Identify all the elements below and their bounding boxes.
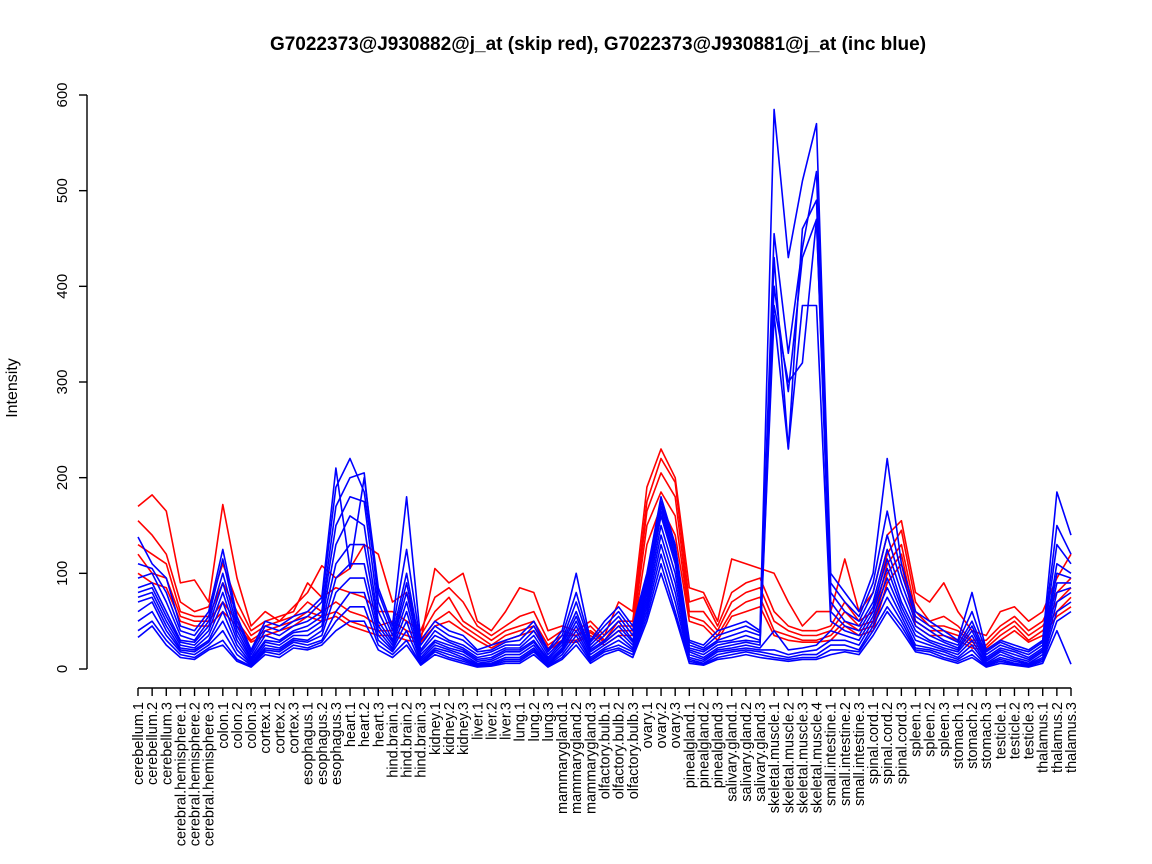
x-tick-label: hind.brain.3 bbox=[414, 702, 430, 778]
x-tick-label: testicle.3 bbox=[1022, 702, 1038, 759]
x-tick-label: pinealgland.2 bbox=[696, 702, 712, 788]
x-tick-label: pinealgland.1 bbox=[682, 702, 698, 788]
inc-series-line-9 bbox=[137, 218, 1072, 661]
skip-series-line-4 bbox=[137, 505, 1072, 651]
x-tick-label: cerebral.hemisphere.1 bbox=[173, 702, 189, 846]
y-tick-label: 400 bbox=[54, 274, 71, 299]
plot-lines bbox=[137, 108, 1072, 668]
y-tick-label: 200 bbox=[54, 465, 71, 490]
x-tick-label: small.intestine.1 bbox=[824, 702, 840, 806]
x-tick-label: skeletal.muscle.4 bbox=[810, 702, 826, 813]
x-tick-label: lung.3 bbox=[541, 702, 557, 742]
inc-series-line-7 bbox=[137, 199, 1072, 656]
skip-series-line-0 bbox=[137, 448, 1072, 642]
x-tick-label: thalamus.2 bbox=[1050, 702, 1066, 773]
x-tick-label: testicle.1 bbox=[993, 702, 1009, 759]
inc-series-line-15 bbox=[137, 572, 1072, 668]
x-tick-label: small.intestine.2 bbox=[838, 702, 854, 806]
x-tick-label: esophagus.2 bbox=[315, 702, 331, 785]
y-axis: 0 100 200 300 400 500 600 bbox=[54, 82, 88, 673]
x-tick-label: ovary.1 bbox=[640, 702, 656, 748]
inc-series-line-11 bbox=[137, 534, 1072, 665]
x-tick-label: olfactory.bulb.3 bbox=[626, 702, 642, 799]
x-tick-label: testicle.2 bbox=[1007, 702, 1023, 759]
x-tick-label: cortex.1 bbox=[258, 702, 274, 754]
x-tick-label: cerebellum.3 bbox=[159, 702, 175, 785]
x-tick-label: spinal.cord.1 bbox=[866, 702, 882, 784]
x-tick-label: spleen.2 bbox=[923, 702, 939, 757]
x-tick-label: mammarygland.3 bbox=[583, 702, 599, 814]
inc-series-line-14 bbox=[137, 562, 1072, 667]
x-tick-label: heart.3 bbox=[371, 702, 387, 747]
x-tick-label: stomach.3 bbox=[979, 702, 995, 769]
x-tick-label: stomach.2 bbox=[965, 702, 981, 769]
x-tick-label: mammarygland.2 bbox=[569, 702, 585, 814]
x-tick-label: liver.2 bbox=[484, 702, 500, 740]
x-tick-label: spinal.cord.2 bbox=[880, 702, 896, 784]
x-tick-label: cerebral.hemisphere.3 bbox=[202, 702, 218, 846]
y-tick-label: 600 bbox=[54, 82, 71, 107]
x-tick-label: ovary.2 bbox=[654, 702, 670, 748]
x-tick-label: colon.1 bbox=[216, 702, 232, 749]
x-tick-label: ovary.3 bbox=[668, 702, 684, 748]
x-tick-label: thalamus.3 bbox=[1064, 702, 1080, 773]
x-tick-label: skeletal.muscle.2 bbox=[781, 702, 797, 813]
x-tick-label: colon.2 bbox=[230, 702, 246, 749]
x-tick-label: heart.2 bbox=[357, 702, 373, 747]
x-tick-label: esophagus.3 bbox=[329, 702, 345, 785]
x-tick-label: pinealgland.3 bbox=[711, 702, 727, 788]
x-tick-label: liver.1 bbox=[470, 702, 486, 740]
inc-series-line-12 bbox=[137, 543, 1072, 666]
x-tick-label: spinal.cord.3 bbox=[894, 702, 910, 784]
x-tick-label: kidney.2 bbox=[442, 702, 458, 755]
inc-series-line-5 bbox=[137, 108, 1072, 651]
x-tick-label: spleen.3 bbox=[937, 702, 953, 757]
inc-series-line-6 bbox=[137, 170, 1072, 653]
x-tick-label: stomach.1 bbox=[951, 702, 967, 769]
x-tick-label: kidney.3 bbox=[456, 702, 472, 755]
x-tick-label: olfactory.bulb.1 bbox=[598, 702, 614, 799]
x-tick-label: small.intestine.3 bbox=[852, 702, 868, 806]
x-tick-label: spleen.1 bbox=[909, 702, 925, 757]
x-tick-label: colon.3 bbox=[244, 702, 260, 749]
y-axis-label: Intensity bbox=[4, 358, 21, 418]
x-tick-label: lung.2 bbox=[527, 702, 543, 742]
x-tick-label: hind.brain.2 bbox=[400, 702, 416, 778]
x-tick-label: kidney.1 bbox=[428, 702, 444, 755]
x-tick-label: thalamus.1 bbox=[1036, 702, 1052, 773]
x-tick-label: esophagus.1 bbox=[301, 702, 317, 785]
x-tick-label: skeletal.muscle.1 bbox=[767, 702, 783, 813]
chart-title: G7022373@J930882@j_at (skip red), G70223… bbox=[270, 34, 926, 55]
x-tick-label: lung.1 bbox=[513, 702, 529, 742]
x-tick-label: hind.brain.1 bbox=[385, 702, 401, 778]
x-tick-label: olfactory.bulb.2 bbox=[612, 702, 628, 799]
x-tick-label: liver.3 bbox=[499, 702, 515, 740]
inc-series-line-13 bbox=[137, 553, 1072, 667]
y-tick-label: 100 bbox=[54, 561, 71, 586]
x-tick-label: salivary.gland.1 bbox=[725, 702, 741, 802]
y-tick-label: 500 bbox=[54, 178, 71, 203]
inc-series-line-10 bbox=[137, 304, 1071, 663]
x-tick-label: heart.1 bbox=[343, 702, 359, 747]
y-tick-label: 300 bbox=[54, 369, 71, 394]
x-tick-label: mammarygland.1 bbox=[555, 702, 571, 814]
x-tick-label: cortex.3 bbox=[287, 702, 303, 754]
y-tick-label: 0 bbox=[54, 665, 71, 673]
x-tick-label: cerebral.hemisphere.2 bbox=[188, 702, 204, 846]
x-tick-label: salivary.gland.3 bbox=[753, 702, 769, 802]
x-tick-label: salivary.gland.2 bbox=[739, 702, 755, 802]
x-tick-label: skeletal.muscle.3 bbox=[795, 702, 811, 813]
inc-series-line-8 bbox=[137, 218, 1072, 659]
x-tick-label: cortex.2 bbox=[272, 702, 288, 754]
skip-series-line-1 bbox=[137, 457, 1072, 642]
x-tick-label: cerebellum.1 bbox=[131, 702, 147, 785]
x-axis: cerebellum.1cerebellum.2cerebellum.3cere… bbox=[131, 687, 1080, 846]
x-tick-label: cerebellum.2 bbox=[145, 702, 161, 785]
skip-series-line-3 bbox=[137, 491, 1072, 649]
